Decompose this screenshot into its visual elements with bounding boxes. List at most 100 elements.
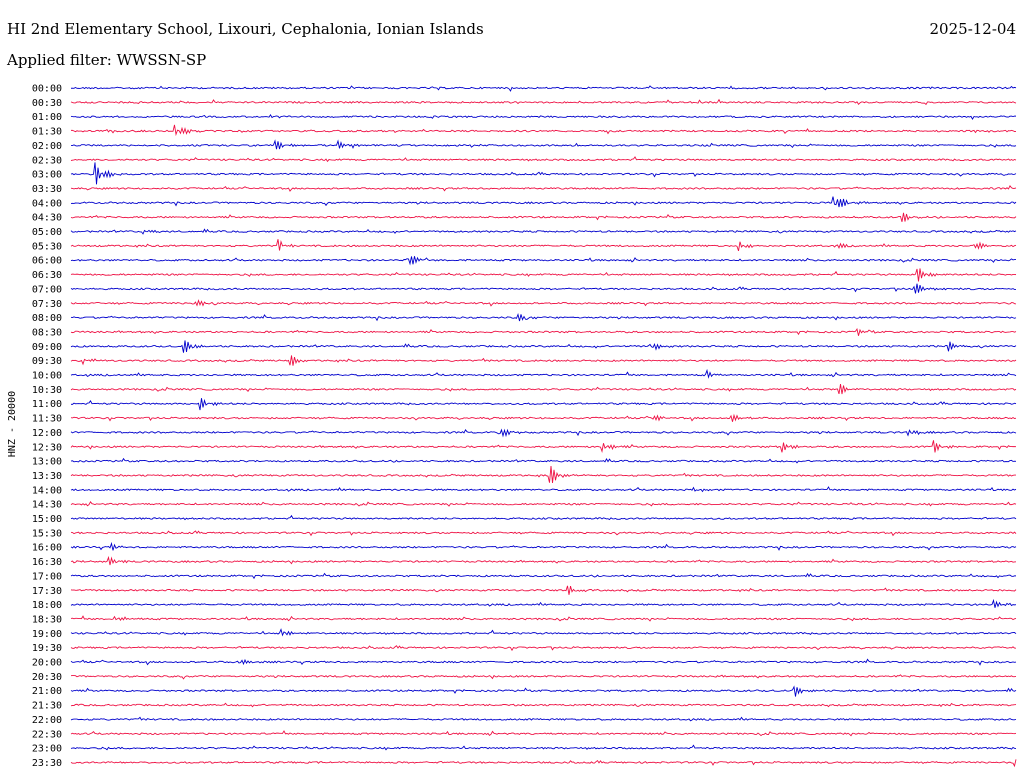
seismic-trace <box>70 658 1017 666</box>
seismic-trace <box>70 139 1017 150</box>
seismic-trace <box>70 196 1017 208</box>
seismic-trace <box>70 598 1017 608</box>
seismic-trace <box>70 340 1017 353</box>
row-time-label: 11:00 <box>32 399 62 410</box>
seismic-trace <box>70 413 1017 422</box>
seismic-trace <box>70 730 1017 737</box>
row-time-label: 14:30 <box>32 500 62 511</box>
seismic-trace <box>70 645 1017 652</box>
row-time-label: 00:00 <box>32 84 62 95</box>
seismic-trace <box>70 312 1017 322</box>
row-time-label: 11:30 <box>32 414 62 425</box>
station-title: HI 2nd Elementary School, Lixouri, Cepha… <box>7 20 484 38</box>
seismic-trace <box>70 239 1017 252</box>
row-time-label: 00:30 <box>32 98 62 109</box>
row-time-label: 20:00 <box>32 658 62 669</box>
seismic-trace <box>70 256 1017 266</box>
seismic-trace <box>70 114 1017 121</box>
seismic-trace <box>70 212 1017 222</box>
row-time-label: 18:00 <box>32 600 62 611</box>
row-time-label: 01:00 <box>32 112 62 123</box>
seismic-trace <box>70 398 1017 411</box>
row-time-label: 09:30 <box>32 356 62 367</box>
seismic-trace <box>70 465 1017 484</box>
seismic-trace <box>70 162 1017 185</box>
y-axis-label: HNZ - 20000 <box>7 391 18 457</box>
row-time-label: 02:30 <box>32 155 62 166</box>
seismic-trace <box>70 228 1017 235</box>
seismic-trace <box>70 299 1017 307</box>
seismic-trace <box>70 628 1017 637</box>
row-time-label: 18:30 <box>32 614 62 625</box>
row-time-label: 14:00 <box>32 485 62 496</box>
seismic-trace <box>70 355 1017 366</box>
row-time-label: 07:00 <box>32 284 62 295</box>
row-time-label: 22:00 <box>32 715 62 726</box>
row-time-label: 10:00 <box>32 371 62 382</box>
seismic-trace <box>70 744 1017 751</box>
seismic-trace <box>70 124 1017 137</box>
row-time-label: 23:00 <box>32 744 62 755</box>
seismic-trace <box>70 501 1017 507</box>
seismic-trace <box>70 268 1017 282</box>
seismic-trace <box>70 585 1017 595</box>
seismic-trace <box>70 457 1017 464</box>
row-time-label: 08:30 <box>32 327 62 338</box>
seismic-trace <box>70 184 1017 192</box>
row-time-label: 04:00 <box>32 198 62 209</box>
row-time-label: 05:00 <box>32 227 62 238</box>
row-time-label: 19:00 <box>32 629 62 640</box>
seismic-trace <box>70 156 1017 163</box>
seismic-trace <box>70 327 1017 336</box>
row-time-label: 17:30 <box>32 586 62 597</box>
row-time-label: 12:00 <box>32 428 62 439</box>
row-time-label: 06:30 <box>32 270 62 281</box>
filter-label: Applied filter: WWSSN-SP <box>7 51 207 69</box>
row-time-label: 02:00 <box>32 141 62 152</box>
row-time-label: 23:30 <box>32 758 62 769</box>
row-time-label: 13:30 <box>32 471 62 482</box>
seismic-trace <box>70 716 1017 722</box>
seismic-trace <box>70 440 1017 453</box>
trace-rows: 00:00 00:30 01:00 01:30 02:00 02:30 03:00 03:30… <box>32 84 1017 769</box>
seismic-trace <box>70 85 1017 92</box>
row-time-label: 12:30 <box>32 442 62 453</box>
seismic-trace <box>70 759 1017 768</box>
seismic-trace <box>70 572 1017 580</box>
record-date: 2025-12-04 <box>929 20 1016 38</box>
seismic-trace <box>70 615 1017 622</box>
seismic-trace <box>70 514 1017 521</box>
seismic-trace <box>70 486 1017 493</box>
row-time-label: 19:30 <box>32 643 62 654</box>
row-time-label: 21:00 <box>32 686 62 697</box>
row-time-label: 17:00 <box>32 571 62 582</box>
row-time-label: 08:00 <box>32 313 62 324</box>
row-time-label: 20:30 <box>32 672 62 683</box>
row-time-label: 06:00 <box>32 256 62 267</box>
seismic-trace <box>70 674 1017 680</box>
row-time-label: 01:30 <box>32 127 62 138</box>
row-time-label: 04:30 <box>32 213 62 224</box>
seismic-trace <box>70 541 1017 551</box>
seismic-trace <box>70 283 1017 294</box>
row-time-label: 15:00 <box>32 514 62 525</box>
row-time-label: 03:00 <box>32 170 62 181</box>
row-time-label: 16:30 <box>32 557 62 568</box>
seismic-trace <box>70 368 1017 379</box>
row-time-label: 03:30 <box>32 184 62 195</box>
row-time-label: 07:30 <box>32 299 62 310</box>
row-time-label: 15:30 <box>32 528 62 539</box>
row-time-label: 09:00 <box>32 342 62 353</box>
row-time-label: 21:30 <box>32 701 62 712</box>
seismic-trace <box>70 384 1017 395</box>
row-time-label: 05:30 <box>32 241 62 252</box>
seismic-trace <box>70 428 1017 438</box>
seismic-trace <box>70 685 1017 697</box>
seismic-trace <box>70 98 1017 106</box>
row-time-label: 22:30 <box>32 729 62 740</box>
seismic-trace <box>70 530 1017 537</box>
seismic-trace <box>70 555 1017 566</box>
row-time-label: 13:00 <box>32 457 62 468</box>
row-time-label: 10:30 <box>32 385 62 396</box>
